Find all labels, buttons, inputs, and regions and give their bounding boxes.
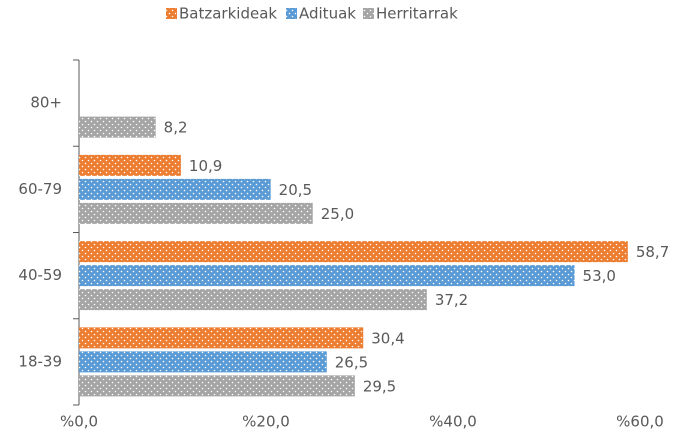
x-tick-label: %20,0 [242,413,290,431]
legend-swatch [286,8,297,19]
bar [79,241,628,263]
bar [79,202,313,224]
legend-label: Batzarkideak [179,5,277,23]
x-tick-label: %0,0 [60,413,98,431]
x-tick-label: %40,0 [429,413,477,431]
bar [79,154,181,176]
value-label: 26,5 [335,353,368,371]
value-label: 58,7 [636,243,669,261]
y-tick-label: 40-59 [18,266,62,284]
legend-label: Herritarrak [376,5,458,23]
value-label: 10,9 [189,157,222,175]
value-label: 8,2 [164,119,188,137]
value-label: 53,0 [583,267,616,285]
bar [79,265,575,287]
value-label: 30,4 [371,329,404,347]
bar [79,116,156,138]
value-label: 29,5 [363,377,396,395]
x-tick-label: %60,0 [616,413,664,431]
y-tick-label: 60-79 [18,180,62,198]
y-tick-label: 80+ [30,94,62,112]
value-label: 25,0 [321,205,354,223]
legend-swatch [363,8,374,19]
bar [79,375,355,397]
bar [79,327,364,349]
bar [79,178,271,200]
bar [79,351,327,373]
legend-label: Adituak [299,5,356,23]
value-label: 37,2 [435,291,468,309]
bar [79,289,427,311]
y-tick-label: 18-39 [18,352,62,370]
legend-swatch [166,8,177,19]
value-label: 20,5 [279,181,312,199]
